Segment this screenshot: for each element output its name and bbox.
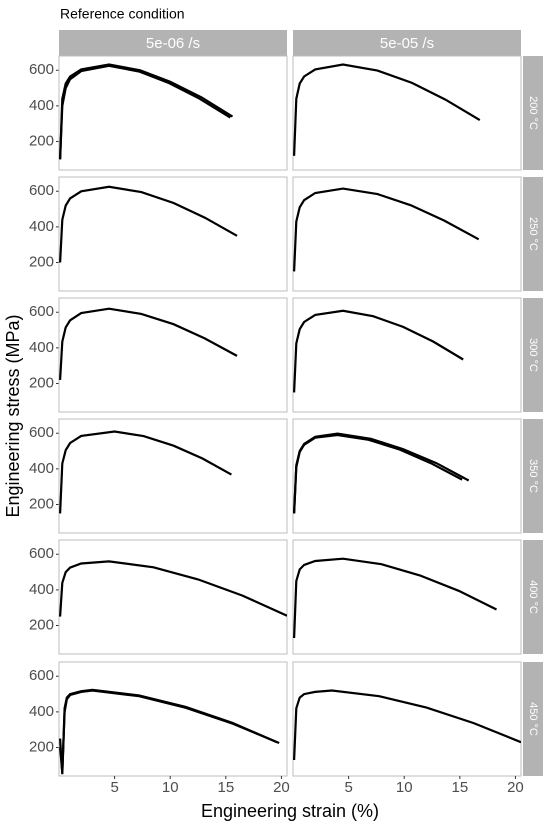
- panel: [58, 55, 288, 171]
- curve: [293, 689, 521, 761]
- y-tick-label: 400: [29, 581, 54, 598]
- row-strip-label: 350 °C: [527, 459, 539, 493]
- y-tick-label: 600: [29, 61, 54, 78]
- x-tick-label: 20: [273, 779, 290, 796]
- row-strip: [523, 540, 543, 654]
- panel: [292, 297, 522, 413]
- column-strip: [59, 30, 287, 56]
- curve: [293, 309, 464, 393]
- y-tick-label: 400: [29, 97, 54, 114]
- curve: [59, 307, 238, 380]
- curve: [59, 430, 232, 514]
- y-tick-label: 600: [29, 182, 54, 199]
- panel: [292, 55, 522, 171]
- row-strip-label: 400 °C: [527, 580, 539, 614]
- column-strip: [293, 30, 521, 56]
- y-tick-label: 200: [29, 616, 54, 633]
- row-strip: [523, 419, 543, 533]
- curve: [59, 185, 238, 263]
- x-tick-label: 10: [396, 779, 413, 796]
- y-tick-label: 600: [29, 303, 54, 320]
- panel: [292, 418, 522, 534]
- x-axis-label: Engineering strain (%): [201, 801, 379, 821]
- y-tick-label: 200: [29, 738, 54, 755]
- panel: [58, 297, 288, 413]
- y-tick-label: 400: [29, 703, 54, 720]
- y-tick-label: 400: [29, 218, 54, 235]
- y-tick-label: 200: [29, 253, 54, 270]
- row-strip-label: 450 °C: [527, 702, 539, 736]
- y-tick-label: 400: [29, 460, 54, 477]
- curve: [59, 688, 278, 775]
- chart-title: Reference condition: [60, 6, 185, 22]
- row-strip-label: 250 °C: [527, 217, 539, 251]
- row-strip-label: 200 °C: [527, 96, 539, 130]
- x-tick-label: 5: [110, 779, 118, 796]
- panel: [292, 176, 522, 292]
- x-tick-label: 5: [344, 779, 352, 796]
- curve: [293, 557, 497, 639]
- y-tick-label: 200: [29, 374, 54, 391]
- panel: [292, 539, 522, 655]
- row-strip: [523, 298, 543, 412]
- y-tick-label: 200: [29, 495, 54, 512]
- x-tick-label: 15: [217, 779, 234, 796]
- y-tick-label: 600: [29, 545, 54, 562]
- y-tick-label: 600: [29, 667, 54, 684]
- curve: [293, 433, 463, 514]
- panel: [58, 418, 288, 534]
- row-strip: [523, 177, 543, 291]
- y-axis-label: Engineering stress (MPa): [3, 314, 23, 517]
- column-strip-label: 5e-05 /s: [380, 35, 434, 52]
- curve: [293, 187, 480, 272]
- row-strip-label: 300 °C: [527, 338, 539, 372]
- panel: [292, 661, 522, 777]
- y-tick-label: 400: [29, 339, 54, 356]
- curve: [293, 63, 481, 156]
- panel: [58, 176, 288, 292]
- curve: [59, 560, 287, 617]
- y-tick-label: 200: [29, 132, 54, 149]
- panel: [58, 539, 288, 655]
- x-tick-label: 20: [507, 779, 524, 796]
- column-strip-label: 5e-06 /s: [146, 35, 200, 52]
- y-tick-label: 600: [29, 424, 54, 441]
- x-tick-label: 10: [162, 779, 179, 796]
- curve: [59, 64, 231, 160]
- row-strip: [523, 56, 543, 170]
- x-tick-label: 15: [451, 779, 468, 796]
- row-strip: [523, 662, 543, 776]
- panel: [58, 661, 288, 777]
